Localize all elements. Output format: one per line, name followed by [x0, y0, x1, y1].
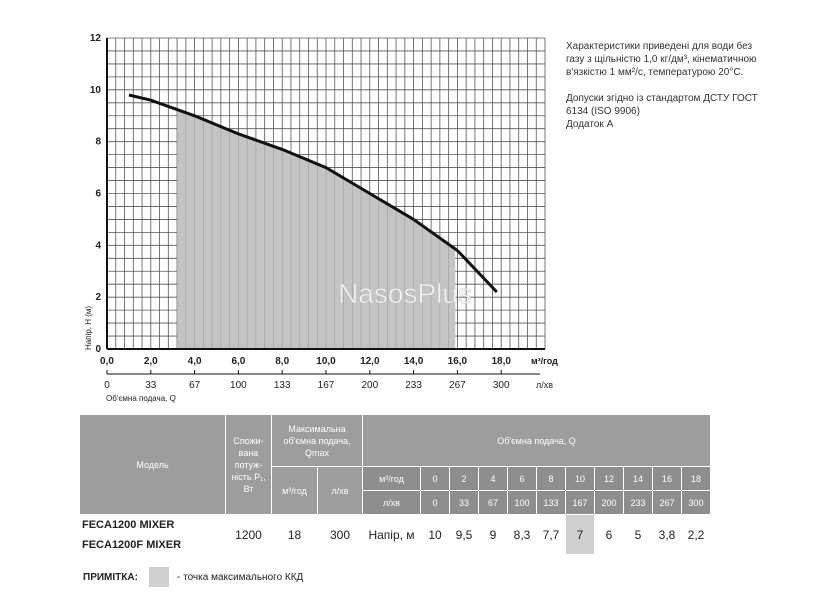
- x2-tick-label: 167: [318, 380, 335, 391]
- x-tick-label: 12,0: [360, 356, 380, 367]
- chart-grid-overlay: [176, 109, 449, 349]
- max-efficiency-zone-fill: [177, 109, 456, 349]
- power-value: 1200: [225, 514, 272, 555]
- chart-watermark: NasosPlus: [338, 278, 472, 309]
- y-tick-label: 10: [90, 85, 102, 96]
- x2-tick-label: 200: [361, 380, 378, 391]
- legend-text: - точка максимального ККД: [177, 571, 304, 583]
- model-name-2: FECA1200F MIXER: [79, 534, 226, 555]
- x2-tick-label: 233: [405, 380, 422, 391]
- head-cell: 10: [420, 514, 450, 555]
- flow-m3h-cell: 6: [507, 466, 537, 491]
- flow-m3h-cell: 16: [652, 466, 682, 491]
- head-cell: 8,3: [507, 514, 537, 555]
- flow-m3h-cell: 4: [478, 466, 508, 491]
- x-tick-label: 6,0: [231, 356, 245, 367]
- x2-tick-label: 133: [274, 380, 291, 391]
- note-tolerances: Допуски згідно із стандартом ДСТУ ГОСТ 6…: [566, 93, 758, 117]
- qmax-lmin-value: 300: [317, 514, 363, 555]
- flow-lmin-cell: 200: [594, 490, 624, 515]
- head-label: Напір, м: [362, 514, 421, 555]
- header-qmax-unit-m3h: м³/год: [271, 466, 318, 515]
- x-axis-label: Об'ємна подача, Q: [106, 394, 176, 403]
- x-tick-label: 10,0: [316, 356, 336, 367]
- flow-m3h-cell: 10: [565, 466, 595, 491]
- flow-m3h-cell: 2: [449, 466, 479, 491]
- y-tick-label: 12: [90, 33, 102, 44]
- header-flow-unit-lmin: л/хв: [362, 490, 421, 515]
- head-curve-line: [128, 93, 498, 294]
- flow-lmin-cell: 267: [652, 490, 682, 515]
- header-flow: Об'ємна подача, Q: [362, 414, 711, 467]
- flow-lmin-cell: 100: [507, 490, 537, 515]
- note-conditions: Характеристики приведені для води без га…: [566, 41, 757, 78]
- head-cell: 2,2: [681, 514, 711, 555]
- legend: ПРИМІТКА: - точка максимального ККД: [83, 567, 303, 587]
- flow-lmin-cell: 133: [536, 490, 566, 515]
- flow-m3h-cell: 0: [420, 466, 450, 491]
- flow-lmin-cell: 300: [681, 490, 711, 515]
- header-power: Спожи-вана потуж-ність P₁, Вт: [225, 414, 272, 515]
- flow-lmin-cell: 67: [478, 490, 508, 515]
- flow-lmin-cell: 167: [565, 490, 595, 515]
- legend-label: ПРИМІТКА:: [83, 571, 138, 583]
- x2-tick-label: 33: [145, 380, 157, 391]
- header-qmax-unit-lmin: л/хв: [317, 466, 363, 515]
- flow-lmin-cell: 0: [420, 490, 450, 515]
- flow-m3h-cell: 12: [594, 466, 624, 491]
- x-unit-label: м³/год: [531, 356, 558, 366]
- flow-m3h-cell: 18: [681, 466, 711, 491]
- flow-lmin-cell: 33: [449, 490, 479, 515]
- x2-tick-label: 300: [493, 380, 510, 391]
- x-tick-label: 4,0: [188, 356, 202, 367]
- x2-tick-label: 267: [449, 380, 466, 391]
- y-tick-label: 6: [95, 189, 101, 200]
- x-tick-label: 8,0: [275, 356, 289, 367]
- x-tick-label: 2,0: [144, 356, 158, 367]
- x2-unit-label: л/хв: [536, 380, 553, 390]
- header-flow-unit-m3h: м³/год: [362, 466, 421, 491]
- pump-curve-chart: 0 2 4 6 8 10 12 0,0 2,0 4,0 6,0 8,0 10,0 12,0 14,0 16,0…: [84, 33, 558, 403]
- head-cell: 7,7: [536, 514, 566, 555]
- head-cell: 3,8: [652, 514, 682, 555]
- qmax-m3h-value: 18: [271, 514, 318, 555]
- model-name-1: FECA1200 MIXER: [79, 514, 226, 535]
- y-axis-label: Напір, H (м): [84, 306, 93, 350]
- y-tick-label: 4: [95, 240, 101, 251]
- head-cell: 6: [594, 514, 624, 555]
- head-cell-max-efficiency: 7: [565, 514, 595, 555]
- chart-notes: Характеристики приведені для води без га…: [566, 40, 766, 144]
- x-tick-label: 14,0: [404, 356, 424, 367]
- x-tick-label: 16,0: [448, 356, 468, 367]
- x-tick-label: 18,0: [491, 356, 511, 367]
- legend-swatch: [149, 567, 169, 587]
- y-tick-label: 0: [95, 344, 101, 355]
- specs-table: Модель Спожи-вана потуж-ність P₁, Вт Мак…: [79, 414, 711, 555]
- flow-m3h-cell: 8: [536, 466, 566, 491]
- head-cell: 9,5: [449, 514, 479, 555]
- header-model: Модель: [79, 414, 226, 515]
- y-tick-label: 2: [95, 292, 101, 303]
- x-tick-label: 0,0: [100, 356, 114, 367]
- chart-ticks: 0 2 4 6 8 10 12 0,0 2,0 4,0 6,0 8,0 10,0 12,0 14,0 16,0…: [90, 33, 511, 391]
- flow-m3h-cell: 14: [623, 466, 653, 491]
- y-tick-label: 8: [95, 137, 101, 148]
- x2-tick-label: 0: [104, 380, 110, 391]
- x2-tick-label: 100: [230, 380, 247, 391]
- head-cell: 5: [623, 514, 653, 555]
- flow-lmin-cell: 233: [623, 490, 653, 515]
- note-appendix: Додаток А: [566, 119, 614, 130]
- x2-tick-label: 67: [189, 380, 201, 391]
- header-qmax: Максимальна об'ємна подача, Qmax: [271, 414, 363, 467]
- head-cell: 9: [478, 514, 508, 555]
